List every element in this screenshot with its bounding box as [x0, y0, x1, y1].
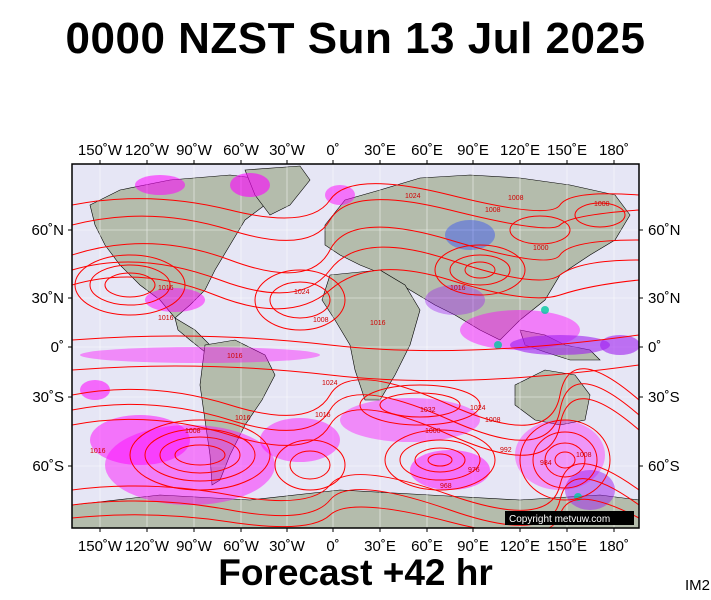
isobar-label: 968 — [440, 483, 452, 490]
lat-label: 60˚N — [648, 222, 681, 239]
image-code: IM2 — [684, 577, 710, 594]
isobar-label: 1024 — [322, 380, 338, 387]
isobar-label: 1016 — [227, 353, 243, 360]
lon-label: 30˚W — [269, 538, 306, 555]
lon-label: 90˚E — [457, 538, 489, 555]
lat-label: 30˚S — [32, 389, 64, 406]
map-frame — [71, 163, 640, 529]
lon-label: 90˚W — [176, 538, 213, 555]
lon-label: 150˚E — [547, 142, 587, 159]
map-title: 0000 NZST Sun 13 Jul 2025 — [65, 14, 646, 63]
isobar-label: 1008 — [485, 417, 501, 424]
lon-label: 60˚E — [411, 538, 443, 555]
lat-label: 60˚S — [648, 458, 680, 475]
lon-label: 180˚ — [599, 142, 629, 159]
isobar-label: 1032 — [420, 407, 436, 414]
lon-label: 90˚E — [457, 142, 489, 159]
lat-label: 30˚S — [648, 389, 680, 406]
lon-label: 150˚W — [78, 538, 123, 555]
isobar-label: 1016 — [158, 285, 174, 292]
isobar-label: 992 — [500, 447, 512, 454]
isobar-label: 1016 — [370, 320, 386, 327]
isobar-label: 1000 — [594, 201, 610, 208]
lon-label: 120˚W — [125, 142, 170, 159]
lon-label: 0˚ — [326, 538, 339, 555]
isobar-label: 984 — [540, 460, 552, 467]
lat-labels-right: 60˚N 30˚N 0˚ 30˚S 60˚S — [648, 222, 681, 475]
isobar-label: 1016 — [235, 415, 251, 422]
lon-label: 30˚E — [364, 142, 396, 159]
lon-label: 150˚E — [547, 538, 587, 555]
lat-label: 60˚S — [32, 458, 64, 475]
lat-label: 60˚N — [31, 222, 64, 239]
isobar-label: 1008 — [185, 428, 201, 435]
lon-label: 180˚ — [599, 538, 629, 555]
lat-label: 30˚N — [648, 290, 681, 307]
isobar-labels: 1024 1008 1008 1000 1000 1016 1016 1016 … — [90, 193, 610, 490]
isobar-label: 1008 — [508, 195, 524, 202]
isobar-label: 1016 — [315, 412, 331, 419]
lon-labels-bottom: 150˚W 120˚W 90˚W 60˚W 30˚W 0˚ 30˚E 60˚E … — [78, 538, 629, 555]
lat-label: 0˚ — [648, 339, 661, 356]
isobar-label: 1008 — [576, 452, 592, 459]
copyright-box — [505, 511, 634, 525]
lon-label: 150˚W — [78, 142, 123, 159]
lon-label: 30˚E — [364, 538, 396, 555]
forecast-label: Forecast +42 hr — [218, 552, 493, 593]
isobar-label: 1000 — [425, 428, 441, 435]
lat-labels-left: 60˚N 30˚N 0˚ 30˚S 60˚S — [31, 222, 64, 475]
isobar-label: 1024 — [405, 193, 421, 200]
lat-label: 0˚ — [51, 339, 64, 356]
lon-label: 60˚E — [411, 142, 443, 159]
isobar-label: 1024 — [470, 405, 486, 412]
isobar-label: 1000 — [533, 245, 549, 252]
precipitation — [80, 173, 639, 510]
lon-label: 60˚W — [223, 538, 260, 555]
isobar-label: 1016 — [450, 285, 466, 292]
isobar-label: 1008 — [485, 207, 501, 214]
lon-label: 60˚W — [223, 142, 260, 159]
lon-label: 120˚W — [125, 538, 170, 555]
isobar-label: 1016 — [158, 315, 174, 322]
lon-label: 0˚ — [326, 142, 339, 159]
australia — [514, 369, 591, 426]
isobar-label: 1016 — [90, 448, 106, 455]
axis-ticks — [68, 160, 643, 532]
isobar-label: 976 — [468, 467, 480, 474]
lon-label: 90˚W — [176, 142, 213, 159]
isobar-label: 1024 — [294, 289, 310, 296]
copyright-text: Copyright metvuw.com — [509, 514, 610, 525]
lon-labels-top: 150˚W 120˚W 90˚W 60˚W 30˚W 0˚ 30˚E 60˚E … — [78, 142, 629, 159]
lon-label: 30˚W — [269, 142, 306, 159]
lon-label: 120˚E — [500, 538, 540, 555]
lon-label: 120˚E — [500, 142, 540, 159]
lat-label: 30˚N — [31, 290, 64, 307]
isobar-label: 1008 — [313, 317, 329, 324]
